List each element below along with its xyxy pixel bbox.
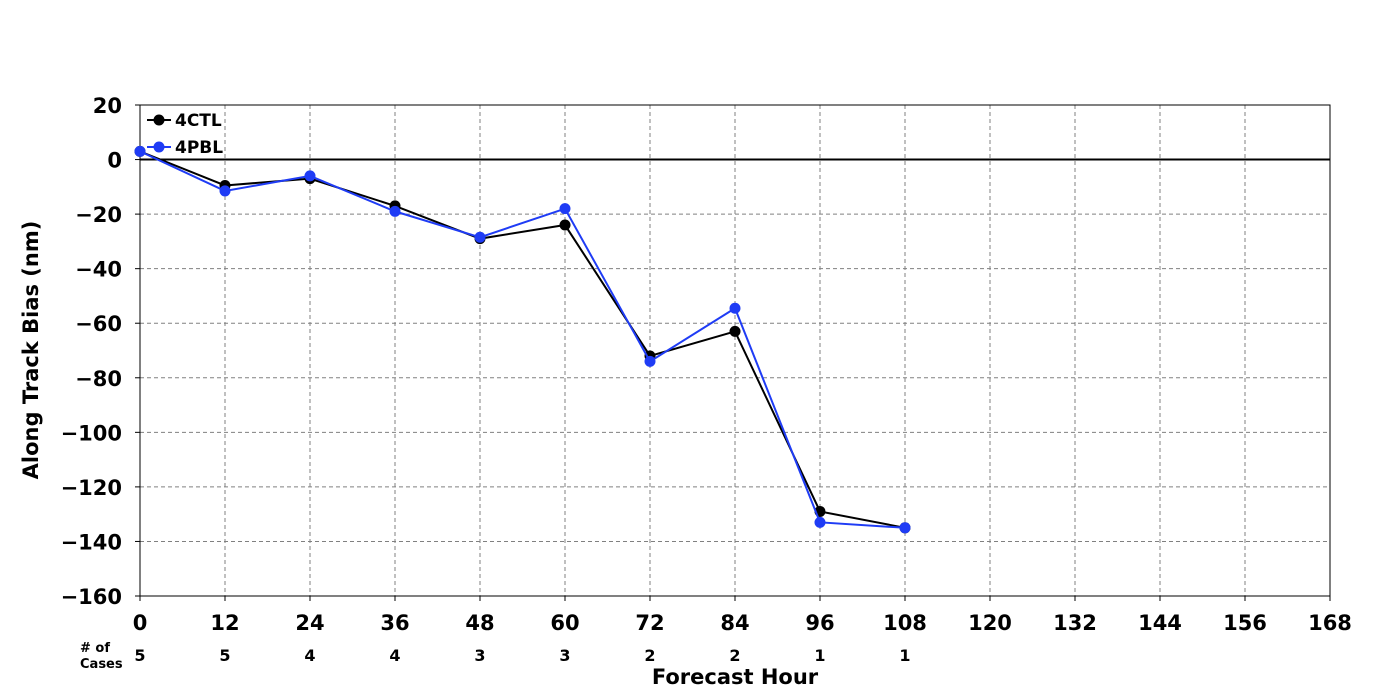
x-tick-label: 72 [635,611,664,635]
x-tick-label: 96 [805,611,834,635]
x-tick-label: 144 [1138,611,1182,635]
cases-row: # of Cases 5 5 4 4 3 3 2 2 1 1 [80,641,911,672]
y-tick-label: 0 [107,149,122,173]
data-point [899,522,911,534]
y-tick-label: 20 [93,94,122,118]
legend: 4CTL 4PBL [147,111,223,158]
cases-value: 5 [134,646,145,665]
data-point [304,170,316,182]
cases-value: 5 [219,646,230,665]
cases-value: 1 [814,646,825,665]
cases-value: 2 [729,646,740,665]
y-tick-label: −100 [61,421,122,445]
cases-value: 1 [899,646,910,665]
data-point [559,203,571,215]
cases-value: 4 [389,646,400,665]
legend-item-4ctl: 4CTL [147,111,222,131]
x-axis-title: Forecast Hour [652,665,819,689]
cases-label-line1: # of [80,641,110,656]
data-point [729,302,741,314]
y-tick-label: −140 [61,530,122,554]
legend-label: 4PBL [175,138,223,158]
x-tick-label: 36 [380,611,409,635]
x-tick-label: 132 [1053,611,1097,635]
y-tick-label: −40 [75,258,122,282]
data-point [644,355,656,367]
x-tick-label: 108 [883,611,927,635]
x-tick-label: 60 [550,611,579,635]
data-point [219,185,231,197]
cases-value: 3 [474,646,485,665]
series-4ctl [134,145,911,534]
data-point [474,231,486,243]
series-line [139,150,906,529]
x-tick-label: 168 [1308,611,1352,635]
x-tick-label: 48 [465,611,494,635]
x-tick-label: 0 [133,611,148,635]
y-tick-label: −160 [61,585,122,609]
legend-label: 4CTL [175,111,222,131]
series-line [139,150,906,529]
y-tick-label: −20 [75,203,122,227]
series-layer [134,145,911,534]
y-tick-label: −60 [75,312,122,336]
x-tick-label: 156 [1223,611,1267,635]
x-axis-ticks: 0 12 24 36 48 60 72 84 96 108 120 132 144 156 168 [133,596,1352,635]
cases-label-line2: Cases [80,657,123,672]
y-tick-label: −120 [61,476,122,500]
y-axis-title: Along Track Bias (nm) [19,221,43,480]
y-axis-ticks: 20 0 −20 −40 −60 −80 −100 −120 −140 −160 [61,94,140,609]
x-tick-label: 120 [968,611,1012,635]
x-tick-label: 84 [720,611,749,635]
data-point [134,145,146,157]
data-point [559,219,571,231]
cases-value: 3 [559,646,570,665]
legend-marker [153,141,165,153]
data-point [389,205,401,217]
data-point [814,516,826,528]
series-4pbl [134,145,911,534]
cases-value: 4 [304,646,315,665]
legend-marker [153,114,165,126]
x-tick-label: 12 [210,611,239,635]
data-point [729,325,741,337]
cases-value: 2 [644,646,655,665]
x-tick-label: 24 [295,611,324,635]
y-tick-label: −80 [75,367,122,391]
legend-item-4pbl: 4PBL [147,138,223,158]
